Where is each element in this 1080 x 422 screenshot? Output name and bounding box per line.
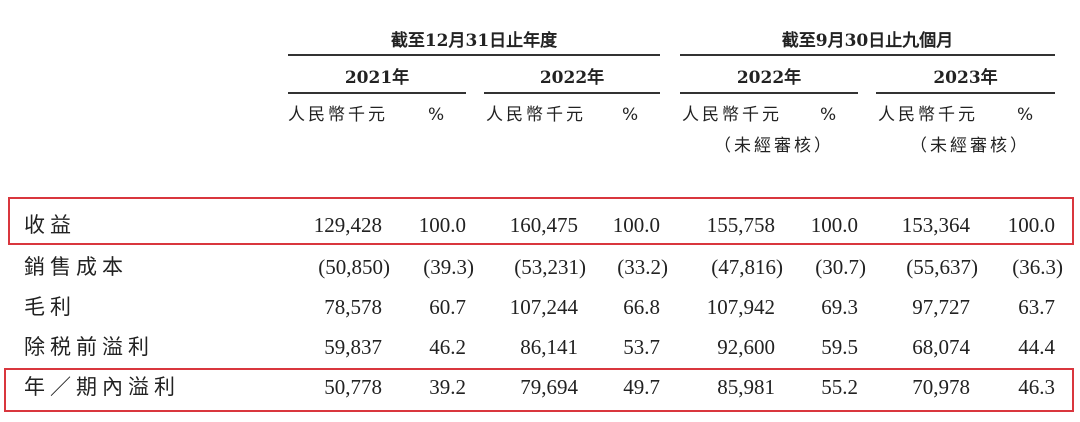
amount-cell: 153,364 bbox=[901, 213, 970, 237]
amount-cell: 107,244 bbox=[509, 295, 578, 319]
percent-cell: 46.2 bbox=[429, 335, 466, 359]
group-rule bbox=[288, 54, 660, 56]
percent-cell: (33.2) bbox=[617, 255, 668, 279]
percent-cell: (39.3) bbox=[423, 255, 474, 279]
amount-cell: 86,141 bbox=[520, 335, 578, 359]
year-header: 2022年 bbox=[539, 68, 605, 88]
amount-cell: 129,428 bbox=[313, 213, 382, 237]
group-rule bbox=[680, 54, 1055, 56]
percent-header: % bbox=[428, 105, 448, 125]
audit-note: （未經審核） bbox=[910, 136, 1030, 156]
percent-header: % bbox=[820, 105, 840, 125]
percent-cell: (30.7) bbox=[815, 255, 866, 279]
unit-header: 人民幣千元 bbox=[288, 105, 388, 125]
percent-cell: 100.0 bbox=[1007, 213, 1055, 237]
group-header: 截至12月31日止年度 bbox=[390, 31, 558, 51]
amount-cell: 97,727 bbox=[912, 295, 970, 319]
row-label: 年／期內溢利 bbox=[24, 375, 180, 399]
amount-cell: (50,850) bbox=[318, 255, 390, 279]
amount-cell: 85,981 bbox=[717, 375, 775, 399]
amount-cell: 107,942 bbox=[706, 295, 775, 319]
amount-cell: (47,816) bbox=[711, 255, 783, 279]
unit-header: 人民幣千元 bbox=[682, 105, 782, 125]
percent-cell: 66.8 bbox=[623, 295, 660, 319]
year-rule bbox=[876, 92, 1055, 94]
unit-header: 人民幣千元 bbox=[486, 105, 586, 125]
percent-cell: 69.3 bbox=[821, 295, 858, 319]
highlight-box bbox=[8, 197, 1074, 245]
percent-cell: 44.4 bbox=[1018, 335, 1055, 359]
percent-cell: 100.0 bbox=[418, 213, 466, 237]
percent-header: % bbox=[1017, 105, 1037, 125]
amount-cell: 78,578 bbox=[324, 295, 382, 319]
audit-note: （未經審核） bbox=[714, 136, 834, 156]
percent-cell: 53.7 bbox=[623, 335, 660, 359]
highlight-box bbox=[4, 368, 1074, 412]
percent-cell: 46.3 bbox=[1018, 375, 1055, 399]
amount-cell: (53,231) bbox=[514, 255, 586, 279]
year-rule bbox=[288, 92, 466, 94]
percent-cell: 60.7 bbox=[429, 295, 466, 319]
group-header: 截至9月30日止九個月 bbox=[781, 31, 954, 51]
percent-cell: 55.2 bbox=[821, 375, 858, 399]
amount-cell: 79,694 bbox=[520, 375, 578, 399]
amount-cell: 160,475 bbox=[509, 213, 578, 237]
amount-cell: 155,758 bbox=[706, 213, 775, 237]
amount-cell: 59,837 bbox=[324, 335, 382, 359]
year-header: 2021年 bbox=[344, 68, 410, 88]
amount-cell: (55,637) bbox=[906, 255, 978, 279]
row-label: 收益 bbox=[24, 213, 76, 237]
percent-cell: 100.0 bbox=[612, 213, 660, 237]
percent-cell: 59.5 bbox=[821, 335, 858, 359]
amount-cell: 92,600 bbox=[717, 335, 775, 359]
percent-cell: 63.7 bbox=[1018, 295, 1055, 319]
amount-cell: 50,778 bbox=[324, 375, 382, 399]
row-label: 銷售成本 bbox=[24, 255, 128, 279]
amount-cell: 68,074 bbox=[912, 335, 970, 359]
year-header: 2022年 bbox=[736, 68, 802, 88]
percent-cell: 49.7 bbox=[623, 375, 660, 399]
unit-header: 人民幣千元 bbox=[878, 105, 978, 125]
year-rule bbox=[680, 92, 858, 94]
year-rule bbox=[484, 92, 660, 94]
year-header: 2023年 bbox=[933, 68, 998, 88]
row-label: 除税前溢利 bbox=[24, 335, 154, 359]
row-label: 毛利 bbox=[24, 295, 76, 319]
percent-cell: 39.2 bbox=[429, 375, 466, 399]
percent-cell: 100.0 bbox=[810, 213, 858, 237]
amount-cell: 70,978 bbox=[912, 375, 970, 399]
percent-cell: (36.3) bbox=[1012, 255, 1063, 279]
percent-header: % bbox=[622, 105, 642, 125]
